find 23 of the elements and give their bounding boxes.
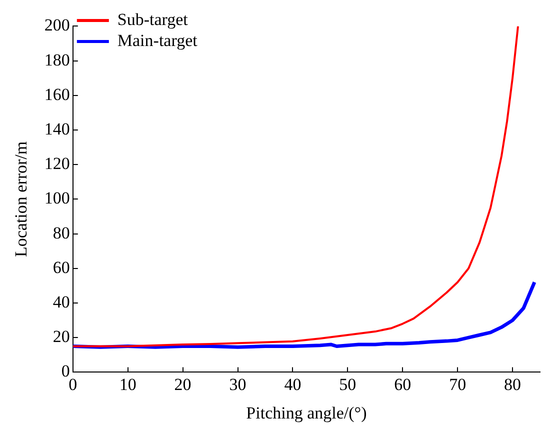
y-tick-label: 80	[52, 223, 70, 242]
x-tick-label: 60	[394, 374, 412, 394]
y-tick-label: 40	[52, 292, 70, 312]
x-axis-title: Pitching angle/(°)	[246, 403, 367, 422]
x-tick-label: 40	[284, 374, 302, 394]
y-tick-label: 140	[44, 119, 70, 138]
x-tick-label: 30	[229, 374, 246, 394]
y-tick-label: 0	[61, 362, 70, 381]
y-tick-label: 200	[44, 16, 70, 35]
y-tick-label: 160	[44, 84, 70, 104]
y-tick-label: 60	[52, 258, 70, 277]
y-axis-title: Location error/m	[12, 141, 31, 258]
x-tick-label: 10	[119, 374, 136, 394]
x-tick-label: 50	[339, 374, 356, 394]
y-tick-label: 20	[52, 327, 70, 346]
y-tick-label: 180	[44, 50, 70, 70]
x-tick-label: 80	[504, 374, 522, 394]
y-tick-label: 100	[44, 188, 70, 208]
legend-label: Main-target	[117, 30, 198, 50]
x-tick-label: 20	[174, 374, 192, 394]
x-tick-label: 70	[449, 374, 466, 394]
legend-label: Sub-target	[117, 10, 188, 29]
y-tick-label: 120	[44, 154, 70, 174]
